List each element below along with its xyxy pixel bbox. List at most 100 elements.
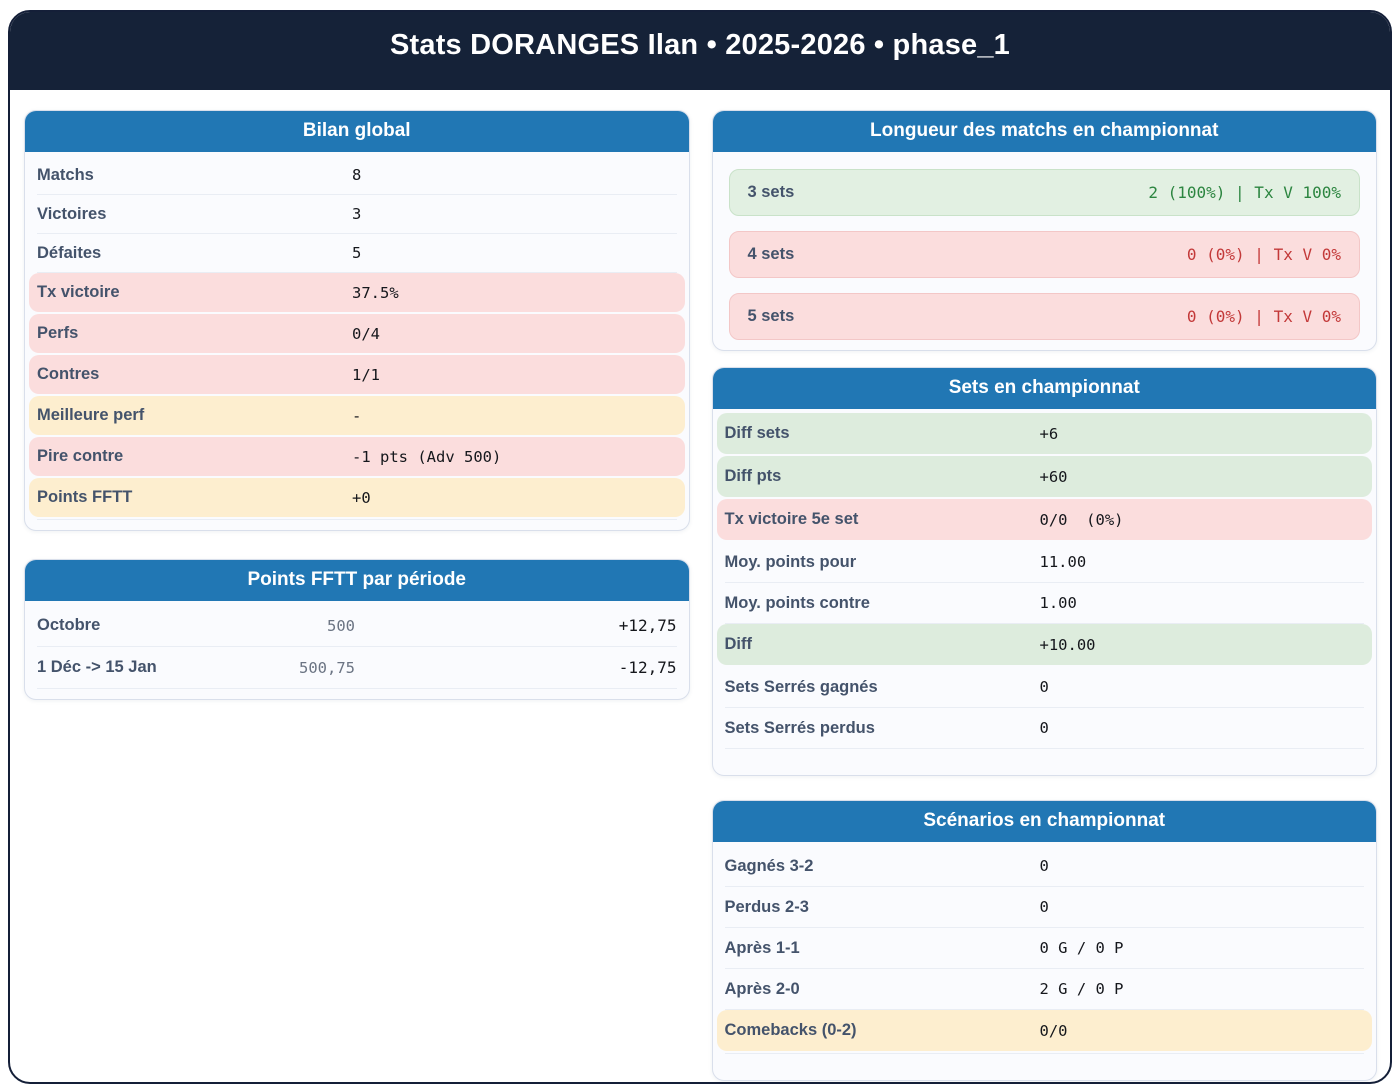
stat-value: 0 <box>1039 678 1049 696</box>
card-body: 3 sets 2 (100%) | Tx V 100% 4 sets 0 (0%… <box>713 152 1377 350</box>
period-delta-points: -12,75 <box>618 658 677 677</box>
card-title: Longueur des matchs en championnat <box>712 111 1376 152</box>
stat-value: 0 G / 0 P <box>1039 939 1124 957</box>
stat-value: 0/0 (0%) <box>1039 510 1124 529</box>
stat-row-perfs: Perfs 0/4 <box>29 314 685 353</box>
stat-value: +10.00 <box>1039 635 1096 654</box>
stat-value: 0/4 <box>352 324 380 343</box>
stat-value: 3 <box>352 205 362 223</box>
stat-value: 0 (0%) | Tx V 0% <box>1186 245 1341 264</box>
stat-value: 0 <box>1039 719 1049 737</box>
page-frame: Stats DORANGES Ilan • 2025-2026 • phase_… <box>8 10 1392 1084</box>
separator <box>37 519 677 520</box>
stat-row-diff-pts: Diff pts +60 <box>716 456 1372 497</box>
stat-label: Perfs <box>37 324 79 342</box>
stat-row-meilleure-perf: Meilleure perf - <box>29 396 685 435</box>
page-title: Stats DORANGES Ilan • 2025-2026 • phase_… <box>389 28 1011 61</box>
stat-label: Moy. points contre <box>724 593 870 612</box>
card-points-fftt-periode: Points FFTT par période Octobre 500 +12,… <box>24 559 690 700</box>
stat-label: Tx victoire <box>37 283 120 301</box>
stat-row-diff-sets: Diff sets +6 <box>716 413 1372 454</box>
stat-row-tx-victoire-5e-set: Tx victoire 5e set 0/0 (0%) <box>716 499 1372 540</box>
stat-row-moy-points-pour: Moy. points pour 11.00 <box>724 542 1364 583</box>
stat-row-comebacks: Comebacks (0-2) 0/0 <box>716 1010 1372 1051</box>
stat-label: Sets Serrés gagnés <box>724 677 878 696</box>
stat-label: Diff sets <box>724 424 790 442</box>
card-title: Scénarios en championnat <box>712 801 1376 842</box>
period-row-octobre: Octobre 500 +12,75 <box>37 605 677 647</box>
card-title: Sets en championnat <box>712 368 1376 409</box>
stat-label: Contres <box>37 365 100 383</box>
stat-row-sets-serres-perdus: Sets Serrés perdus 0 <box>724 708 1364 749</box>
stat-label: 5 sets <box>747 307 795 325</box>
stat-value: 0 (0%) | Tx V 0% <box>1186 307 1341 326</box>
stat-label: Points FFTT <box>37 488 133 506</box>
stat-row-apres-2-0: Après 2-0 2 G / 0 P <box>724 969 1364 1010</box>
stat-label: Victoires <box>37 204 107 223</box>
stat-label: Meilleure perf <box>37 406 145 424</box>
stat-value: 37.5% <box>352 283 399 302</box>
stat-row-sets-serres-gagnes: Sets Serrés gagnés 0 <box>724 667 1364 708</box>
stat-label: Moy. points pour <box>724 552 857 571</box>
stat-value: 5 <box>352 244 362 262</box>
stat-label: Diff pts <box>724 467 782 485</box>
stat-value: -1 pts (Adv 500) <box>352 447 502 466</box>
stat-label: Sets Serrés perdus <box>724 718 875 737</box>
stat-row-matchs: Matchs 8 <box>37 156 677 195</box>
card-body: Octobre 500 +12,75 1 Déc -> 15 Jan 500,7… <box>25 601 689 699</box>
stat-value: - <box>352 406 362 425</box>
stat-label: Tx victoire 5e set <box>724 510 859 528</box>
card-title: Points FFTT par période <box>25 560 689 601</box>
stat-row-tx-victoire: Tx victoire 37.5% <box>29 273 685 312</box>
match-length-row-5sets: 5 sets 0 (0%) | Tx V 0% <box>728 293 1360 340</box>
stat-row-points-fftt: Points FFTT +0 <box>29 478 685 517</box>
card-bilan-global: Bilan global Matchs 8 Victoires 3 Défait… <box>24 110 690 531</box>
period-row-dec-jan: 1 Déc -> 15 Jan 500,75 -12,75 <box>37 647 677 689</box>
stat-value: 1/1 <box>352 365 380 384</box>
stat-value: +6 <box>1039 424 1059 443</box>
right-column: Longueur des matchs en championnat 3 set… <box>711 110 1377 1081</box>
stat-value: +0 <box>352 488 371 507</box>
match-length-row-4sets: 4 sets 0 (0%) | Tx V 0% <box>728 231 1360 278</box>
stat-value: 2 (100%) | Tx V 100% <box>1148 183 1341 202</box>
stat-label: Après 2-0 <box>724 979 800 998</box>
period-label: Octobre <box>37 616 101 634</box>
card-sets-championnat: Sets en championnat Diff sets +6 Diff pt… <box>711 367 1377 776</box>
period-delta-points: +12,75 <box>618 616 677 635</box>
stat-value: +60 <box>1039 467 1068 486</box>
card-body: Gagnés 3-2 0 Perdus 2-3 0 Après 1-1 0 G … <box>713 842 1377 1080</box>
stat-row-apres-1-1: Après 1-1 0 G / 0 P <box>724 928 1364 969</box>
period-label: 1 Déc -> 15 Jan <box>37 658 157 676</box>
stat-label: Perdus 2-3 <box>724 897 809 916</box>
match-length-row-3sets: 3 sets 2 (100%) | Tx V 100% <box>728 169 1360 216</box>
stat-value: 11.00 <box>1039 553 1087 571</box>
stat-value: 0/0 <box>1039 1021 1068 1040</box>
stat-value: 8 <box>352 166 362 184</box>
content-area: Bilan global Matchs 8 Victoires 3 Défait… <box>10 90 1390 1081</box>
period-base-points: 500,75 <box>299 658 355 677</box>
stat-label: Matchs <box>37 165 94 184</box>
stat-row-defaites: Défaites 5 <box>37 234 677 273</box>
stat-value: 1.00 <box>1039 594 1077 612</box>
stat-row-perdus-2-3: Perdus 2-3 0 <box>724 887 1364 928</box>
stat-value: 0 <box>1039 857 1049 875</box>
stat-value: 2 G / 0 P <box>1039 980 1124 998</box>
stat-row-victoires: Victoires 3 <box>37 195 677 234</box>
stat-label: Pire contre <box>37 447 124 465</box>
stat-label: 3 sets <box>747 183 795 201</box>
card-body: Matchs 8 Victoires 3 Défaites 5 Tx victo… <box>25 152 689 530</box>
card-scenarios-championnat: Scénarios en championnat Gagnés 3-2 0 Pe… <box>711 800 1377 1081</box>
page-header-bar: Stats DORANGES Ilan • 2025-2026 • phase_… <box>10 12 1390 90</box>
stat-label: Comebacks (0-2) <box>724 1021 857 1039</box>
stat-row-diff: Diff +10.00 <box>716 624 1372 665</box>
left-column: Bilan global Matchs 8 Victoires 3 Défait… <box>24 110 690 1081</box>
stat-row-contres: Contres 1/1 <box>29 355 685 394</box>
stat-row-gagnes-3-2: Gagnés 3-2 0 <box>724 846 1364 887</box>
card-title: Bilan global <box>25 111 689 152</box>
card-body: Diff sets +6 Diff pts +60 Tx victoire 5e… <box>713 409 1377 775</box>
stat-row-pire-contre: Pire contre -1 pts (Adv 500) <box>29 437 685 476</box>
stat-value: 0 <box>1039 898 1049 916</box>
card-longueur-matchs: Longueur des matchs en championnat 3 set… <box>711 110 1377 351</box>
period-base-points: 500 <box>327 616 355 635</box>
stat-row-moy-points-contre: Moy. points contre 1.00 <box>724 583 1364 624</box>
